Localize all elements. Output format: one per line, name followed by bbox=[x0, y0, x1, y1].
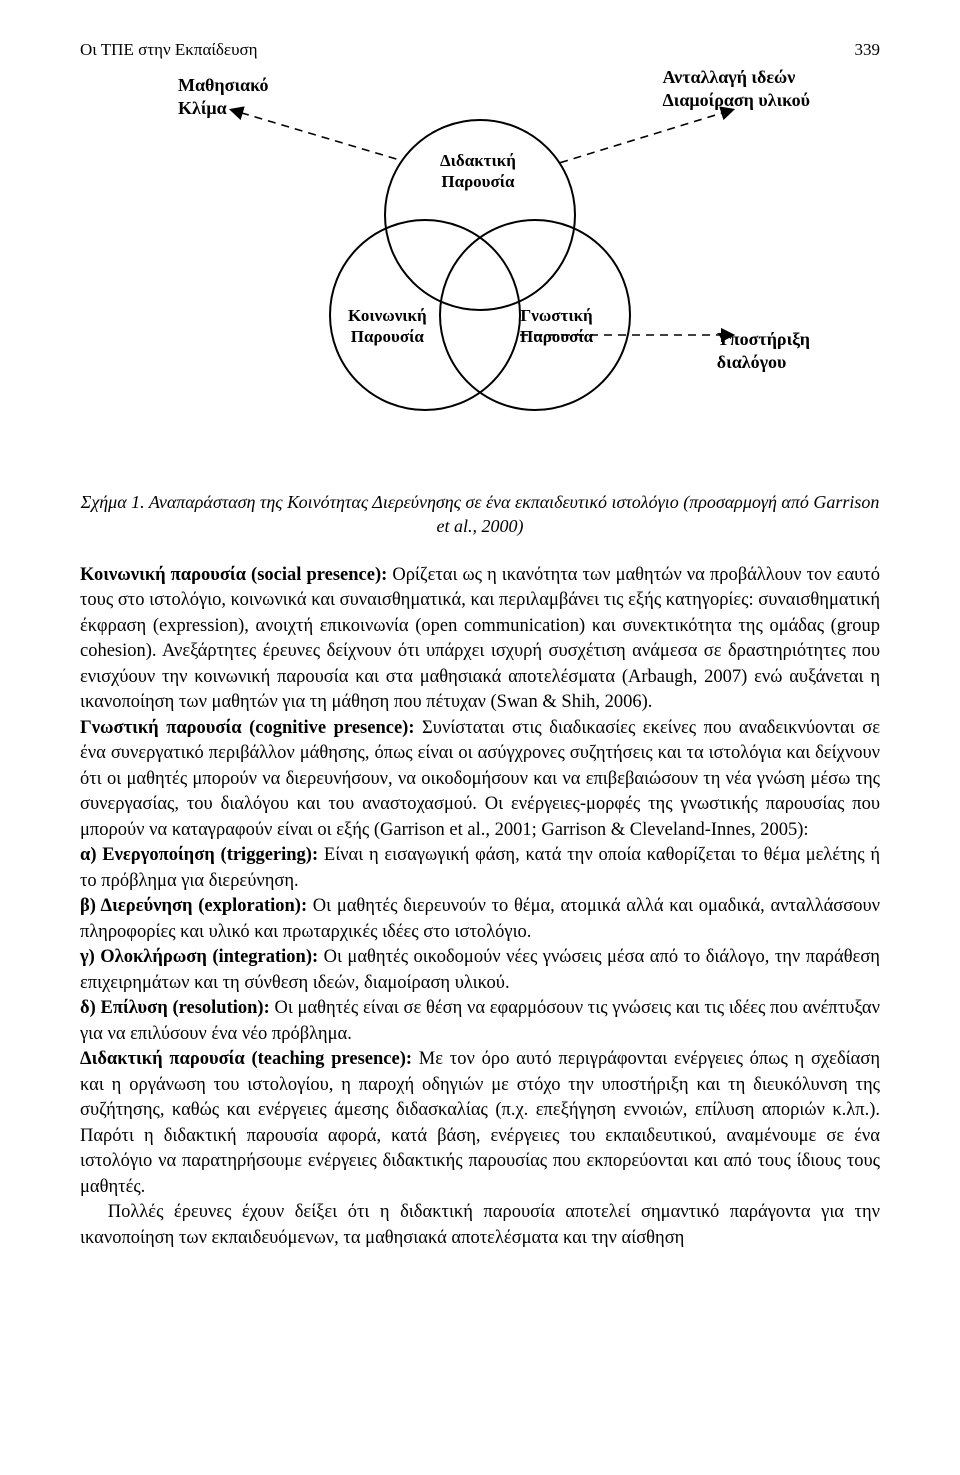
para-social: Κοινωνική παρουσία (social presence): Ορ… bbox=[80, 563, 880, 716]
lead-teaching: Διδακτική παρουσία (teaching presence): bbox=[80, 1049, 412, 1069]
venn-outer-label-right-top: Ανταλλαγή ιδεών Διαμοίραση υλικού bbox=[663, 66, 810, 111]
venn-outer-label-left-top: Μαθησιακό Κλίμα bbox=[178, 74, 269, 119]
lead-b: β) Διερεύνηση (exploration): bbox=[80, 896, 307, 916]
caption-label: Σχήμα 1. bbox=[81, 492, 145, 512]
para-a: α) Ενεργοποίηση (triggering): Είναι η ει… bbox=[80, 843, 880, 894]
para-c: γ) Ολοκλήρωση (integration): Οι μαθητές … bbox=[80, 945, 880, 996]
lead-social: Κοινωνική παρουσία (social presence): bbox=[80, 565, 387, 585]
para-cognitive: Γνωστική παρουσία (cognitive presence): … bbox=[80, 716, 880, 844]
venn-inner-label-right: Γνωστική Παρουσία bbox=[520, 305, 593, 348]
lead-d: δ) Επίλυση (resolution): bbox=[80, 998, 270, 1018]
venn-diagram: Μαθησιακό Κλίμα Ανταλλαγή ιδεών Διαμοίρα… bbox=[220, 80, 740, 460]
venn-inner-label-left: Κοινωνική Παρουσία bbox=[348, 305, 427, 348]
para-teaching: Διδακτική παρουσία (teaching presence): … bbox=[80, 1047, 880, 1200]
venn-inner-label-top: Διδακτική Παρουσία bbox=[440, 150, 516, 193]
running-title: Οι ΤΠΕ στην Εκπαίδευση bbox=[80, 40, 258, 60]
venn-circle-top bbox=[385, 120, 575, 310]
para-final: Πολλές έρευνες έχουν δείξει ότι η διδακτ… bbox=[80, 1200, 880, 1251]
lead-a: α) Ενεργοποίηση (triggering): bbox=[80, 845, 318, 865]
body-text: Κοινωνική παρουσία (social presence): Ορ… bbox=[80, 563, 880, 1252]
para-b: β) Διερεύνηση (exploration): Οι μαθητές … bbox=[80, 894, 880, 945]
rest-teaching: Με τον όρο αυτό περιγράφονται ενέργειες … bbox=[80, 1049, 880, 1197]
para-d: δ) Επίλυση (resolution): Οι μαθητές είνα… bbox=[80, 996, 880, 1047]
running-header: Οι ΤΠΕ στην Εκπαίδευση 339 bbox=[80, 40, 880, 60]
caption-text: Αναπαράσταση της Κοινότητας Διερεύνησης … bbox=[149, 492, 880, 536]
final-text: Πολλές έρευνες έχουν δείξει ότι η διδακτ… bbox=[80, 1202, 880, 1248]
lead-c: γ) Ολοκλήρωση (integration): bbox=[80, 947, 318, 967]
rest-social: Ορίζεται ως η ικανότητα των μαθητών να π… bbox=[80, 565, 880, 713]
venn-outer-label-right-bottom: Υποστήριξη διαλόγου bbox=[717, 328, 810, 373]
figure-caption: Σχήμα 1. Αναπαράσταση της Κοινότητας Διε… bbox=[80, 490, 880, 539]
page-number: 339 bbox=[855, 40, 881, 60]
venn-svg bbox=[220, 80, 740, 460]
lead-cognitive: Γνωστική παρουσία (cognitive presence): bbox=[80, 718, 415, 738]
